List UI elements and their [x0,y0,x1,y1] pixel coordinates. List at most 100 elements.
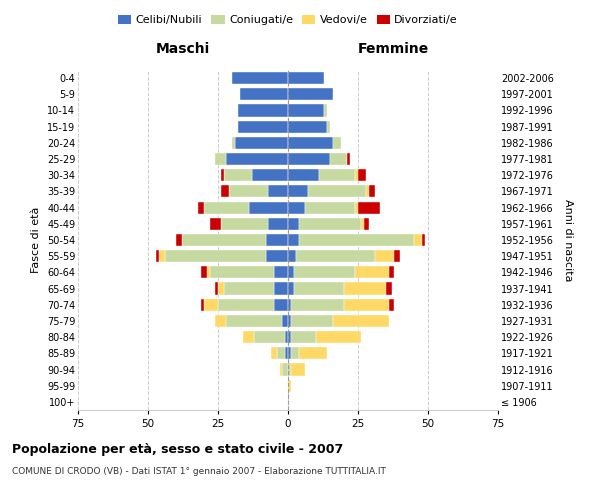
Bar [204,298,218,311]
Bar [226,153,288,165]
Bar [288,153,330,165]
Bar [361,218,364,230]
Bar [394,250,400,262]
Bar [221,218,268,230]
Bar [274,282,288,294]
Bar [355,202,358,213]
Bar [316,331,361,343]
Bar [201,266,207,278]
Bar [209,266,274,278]
Bar [299,234,414,246]
Bar [414,234,422,246]
Bar [274,298,288,311]
Bar [344,282,386,294]
Legend: Celibi/Nubili, Coniugati/e, Vedovi/e, Divorziati/e: Celibi/Nubili, Coniugati/e, Vedovi/e, Di… [113,10,463,30]
Bar [288,348,291,360]
Bar [243,331,254,343]
Bar [288,250,296,262]
Bar [283,364,288,376]
Bar [268,218,288,230]
Bar [355,266,389,278]
Bar [176,234,182,246]
Bar [299,218,361,230]
Bar [204,202,249,213]
Bar [291,315,333,327]
Bar [224,169,251,181]
Bar [229,186,268,198]
Bar [288,137,333,149]
Bar [319,169,355,181]
Bar [355,169,358,181]
Bar [218,282,224,294]
Bar [235,137,288,149]
Bar [241,88,288,101]
Bar [296,250,375,262]
Y-axis label: Anni di nascita: Anni di nascita [563,198,573,281]
Bar [268,186,288,198]
Bar [358,202,380,213]
Bar [288,88,333,101]
Text: Popolazione per età, sesso e stato civile - 2007: Popolazione per età, sesso e stato civil… [12,442,343,456]
Bar [277,348,285,360]
Bar [288,315,291,327]
Bar [288,234,299,246]
Bar [389,266,394,278]
Bar [291,348,299,360]
Bar [274,266,288,278]
Bar [271,348,277,360]
Bar [165,250,266,262]
Bar [209,218,221,230]
Bar [182,234,266,246]
Bar [251,169,288,181]
Bar [288,186,308,198]
Bar [293,282,344,294]
Bar [333,315,389,327]
Bar [288,380,291,392]
Bar [367,186,369,198]
Bar [293,266,355,278]
Bar [308,186,367,198]
Bar [215,153,226,165]
Text: Maschi: Maschi [156,42,210,56]
Bar [288,331,291,343]
Bar [266,250,288,262]
Bar [266,234,288,246]
Bar [333,137,341,149]
Bar [199,202,204,213]
Bar [226,315,283,327]
Bar [238,120,288,132]
Bar [238,104,288,117]
Bar [201,298,204,311]
Bar [285,348,288,360]
Bar [386,282,392,294]
Bar [358,169,367,181]
Bar [291,331,316,343]
Bar [330,153,347,165]
Y-axis label: Fasce di età: Fasce di età [31,207,41,273]
Bar [215,315,226,327]
Bar [291,298,344,311]
Bar [288,282,293,294]
Bar [288,298,291,311]
Bar [364,218,369,230]
Bar [288,120,327,132]
Bar [389,298,394,311]
Text: COMUNE DI CRODO (VB) - Dati ISTAT 1° gennaio 2007 - Elaborazione TUTTITALIA.IT: COMUNE DI CRODO (VB) - Dati ISTAT 1° gen… [12,468,386,476]
Bar [347,153,350,165]
Bar [232,137,235,149]
Bar [288,72,325,84]
Bar [344,298,389,311]
Bar [159,250,165,262]
Bar [325,104,327,117]
Bar [207,266,209,278]
Bar [285,331,288,343]
Text: Femmine: Femmine [358,42,428,56]
Bar [283,315,288,327]
Bar [254,331,285,343]
Bar [369,186,375,198]
Bar [299,348,327,360]
Bar [288,202,305,213]
Bar [375,250,394,262]
Bar [280,364,283,376]
Bar [249,202,288,213]
